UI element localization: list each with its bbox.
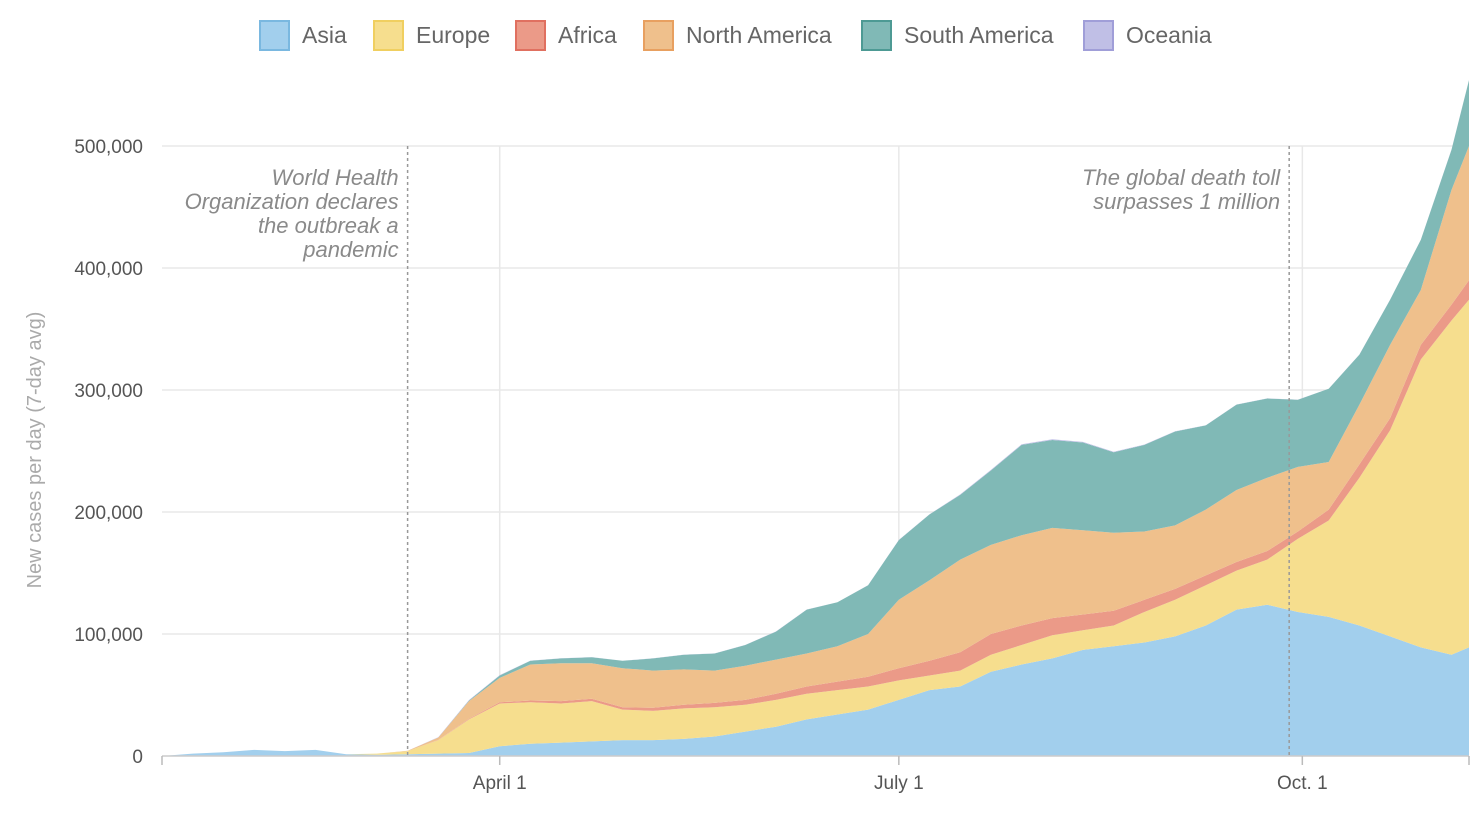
legend-swatch xyxy=(861,20,892,51)
legend-label: Oceania xyxy=(1126,22,1212,48)
annotation-text: the outbreak a xyxy=(258,213,399,238)
legend-label: South America xyxy=(904,22,1054,48)
y-tick-label: 400,000 xyxy=(74,259,143,280)
annotation-text: World Health xyxy=(271,165,398,190)
legend-label: Asia xyxy=(302,22,347,48)
annotation-text: The global death toll xyxy=(1082,165,1281,190)
legend-item-oceania[interactable]: Oceania xyxy=(1083,20,1212,51)
y-tick-label: 300,000 xyxy=(74,381,143,402)
legend-item-europe[interactable]: Europe xyxy=(373,20,490,51)
annotation-text: surpasses 1 million xyxy=(1093,189,1280,214)
x-tick-label: April 1 xyxy=(473,773,527,794)
legend-item-north-america[interactable]: North America xyxy=(643,20,832,51)
legend-item-south-america[interactable]: South America xyxy=(861,20,1054,51)
legend-label: Africa xyxy=(558,22,617,48)
annotation-text: Organization declares xyxy=(185,189,399,214)
legend: Asia Europe Africa North America South Ameri… xyxy=(0,18,1484,58)
legend-swatch xyxy=(259,20,290,51)
legend-swatch xyxy=(373,20,404,51)
legend-swatch xyxy=(515,20,546,51)
y-tick-label: 0 xyxy=(132,747,143,768)
legend-item-africa[interactable]: Africa xyxy=(515,20,617,51)
area-south-america xyxy=(162,80,1469,757)
legend-item-asia[interactable]: Asia xyxy=(259,20,347,51)
x-tick-label: July 1 xyxy=(874,773,924,794)
annotation-text: pandemic xyxy=(302,237,398,262)
area-asia xyxy=(162,604,1469,756)
x-tick-label: Oct. 1 xyxy=(1277,773,1328,794)
legend-label: North America xyxy=(686,22,832,48)
legend-swatch xyxy=(643,20,674,51)
y-axis-label: New cases per day (7-day avg) xyxy=(24,312,46,589)
area-europe xyxy=(162,299,1469,756)
legend-label: Europe xyxy=(416,22,491,48)
y-tick-label: 200,000 xyxy=(74,503,143,524)
y-tick-label: 100,000 xyxy=(74,625,143,646)
y-tick-label: 500,000 xyxy=(74,137,143,158)
legend-swatch xyxy=(1083,20,1114,51)
